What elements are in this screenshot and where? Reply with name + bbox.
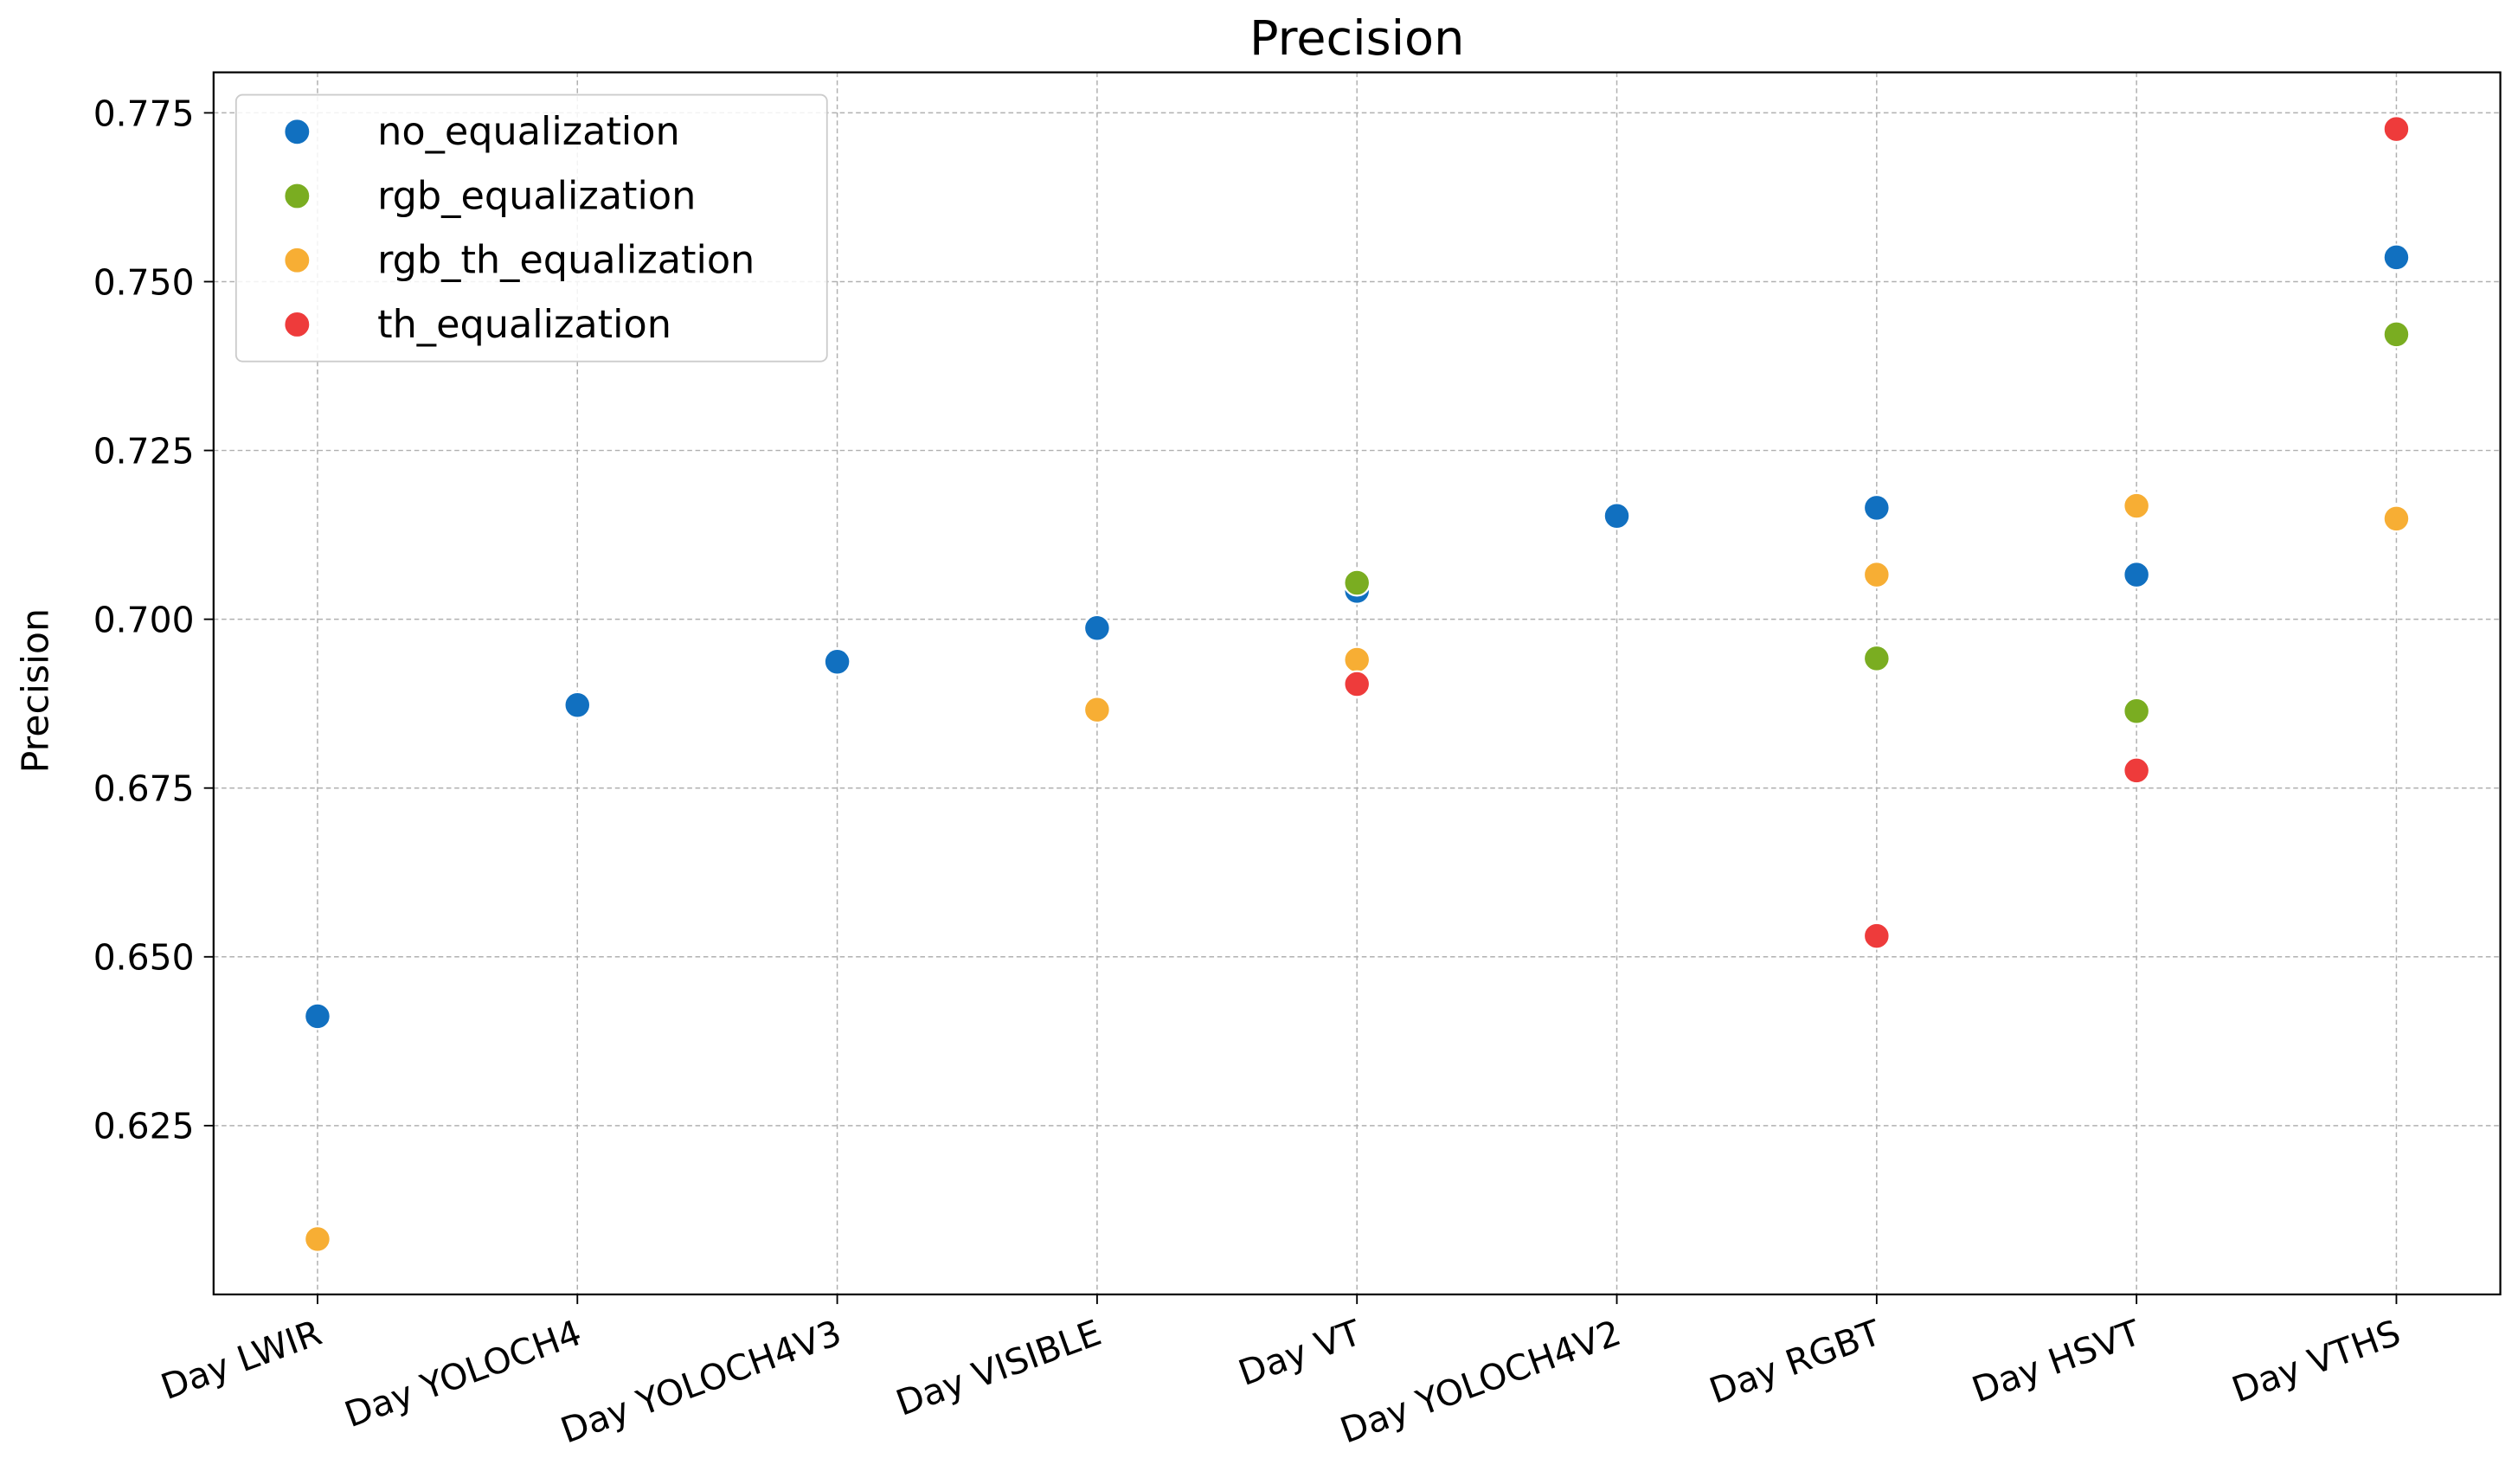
point xyxy=(1862,922,1891,950)
point xyxy=(1603,502,1631,530)
x-tick-label: Day LWIR xyxy=(156,1312,327,1408)
point xyxy=(1862,493,1891,522)
point xyxy=(2123,491,2151,520)
y-tick-label: 0.725 xyxy=(93,430,195,472)
point xyxy=(2123,561,2151,589)
x-tick-label: Day HSVT xyxy=(1967,1312,2147,1411)
legend-label: th_equalization xyxy=(377,302,671,347)
point xyxy=(2382,504,2411,533)
point xyxy=(1862,561,1891,589)
x-tick-label: Day YOLOCH4V2 xyxy=(1335,1312,1627,1452)
y-tick-label: 0.700 xyxy=(93,599,195,640)
point xyxy=(1862,644,1891,672)
legend-marker xyxy=(283,311,312,338)
legend-label: rgb_th_equalization xyxy=(377,238,755,283)
plot-frame xyxy=(212,71,2502,1296)
legend-label: rgb_equalization xyxy=(377,173,696,218)
x-tick-label: Day YOLOCH4 xyxy=(339,1312,587,1436)
point xyxy=(303,1002,331,1031)
point xyxy=(1082,614,1111,642)
y-axis-label: Precision xyxy=(15,608,58,773)
point xyxy=(1343,569,1371,597)
point xyxy=(823,647,851,676)
x-tick-label: Day RGBT xyxy=(1704,1312,1886,1412)
point xyxy=(2382,320,2411,349)
point xyxy=(1343,646,1371,674)
point xyxy=(303,1224,331,1253)
x-tick-label: Day VISIBLE xyxy=(890,1312,1106,1424)
point xyxy=(2382,115,2411,144)
chart-title: Precision xyxy=(1249,10,1464,67)
legend-label: no_equalization xyxy=(377,109,680,154)
y-tick-label: 0.775 xyxy=(93,93,195,134)
point xyxy=(1082,696,1111,724)
x-tick-label: Day VTHS xyxy=(2226,1312,2406,1411)
y-tick-label: 0.675 xyxy=(93,768,195,810)
y-tick-label: 0.625 xyxy=(93,1106,195,1147)
legend-marker xyxy=(283,118,312,146)
x-tick-label: Day YOLOCH4V3 xyxy=(556,1312,847,1452)
point xyxy=(563,691,592,719)
y-tick-label: 0.750 xyxy=(93,261,195,303)
point xyxy=(2382,243,2411,272)
legend-box xyxy=(234,93,828,363)
x-tick-label: Day VT xyxy=(1233,1312,1367,1395)
point xyxy=(2123,756,2151,785)
point xyxy=(2123,697,2151,725)
legend-marker xyxy=(283,182,312,210)
point xyxy=(1343,670,1371,698)
y-tick-label: 0.650 xyxy=(93,937,195,979)
legend-marker xyxy=(283,246,312,274)
